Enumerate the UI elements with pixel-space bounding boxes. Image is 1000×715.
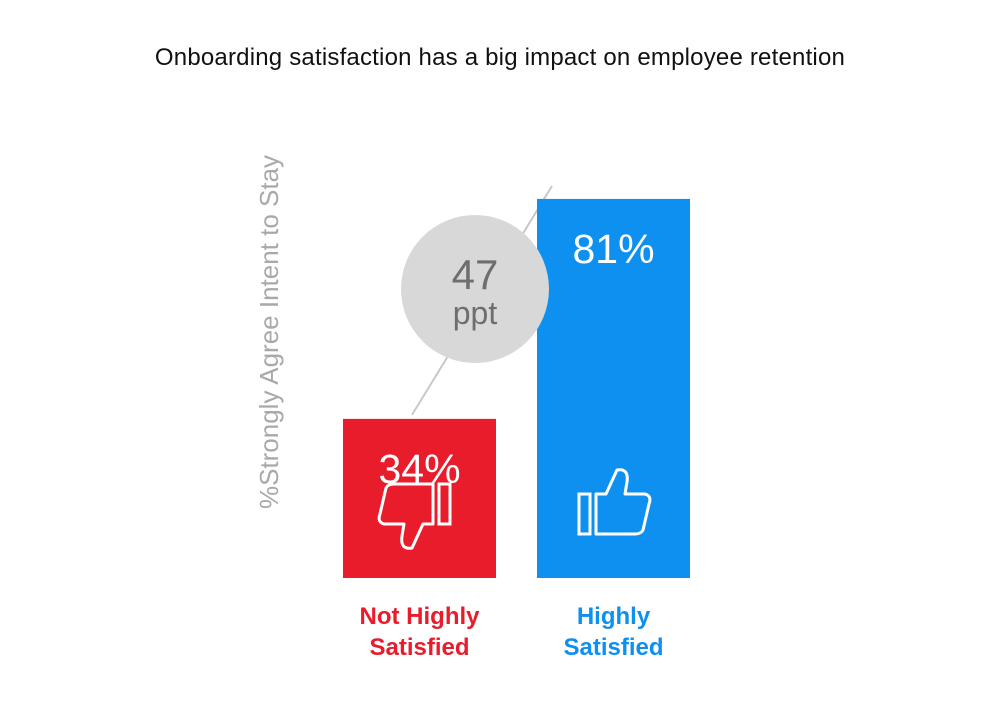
category-label-highly-satisfied: Highly Satisfied	[563, 603, 663, 661]
bar-highly-satisfied	[537, 198, 690, 579]
thumbs-up-hand	[594, 468, 652, 536]
thumbs-down-icon	[377, 482, 452, 550]
thumbs-down-hand	[377, 482, 435, 550]
bar-not-highly-satisfied	[343, 418, 496, 578]
y-axis-label: %Strongly Agree Intent to Stay	[254, 155, 284, 509]
value-label-highly-satisfied: 81%	[572, 226, 654, 272]
difference-unit: ppt	[453, 295, 498, 331]
bars-layer	[343, 198, 690, 579]
thumbs-up-icon	[577, 468, 652, 536]
thumbs-up-cuff	[577, 492, 592, 536]
category-label-not-highly-satisfied: Not Highly Satisfied	[360, 603, 481, 661]
chart-title: Onboarding satisfaction has a big impact…	[154, 44, 846, 71]
thumbs-down-cuff	[437, 482, 452, 526]
difference-value: 47	[452, 251, 499, 298]
difference-callout: 47 ppt	[401, 215, 549, 363]
difference-circle	[401, 215, 549, 363]
